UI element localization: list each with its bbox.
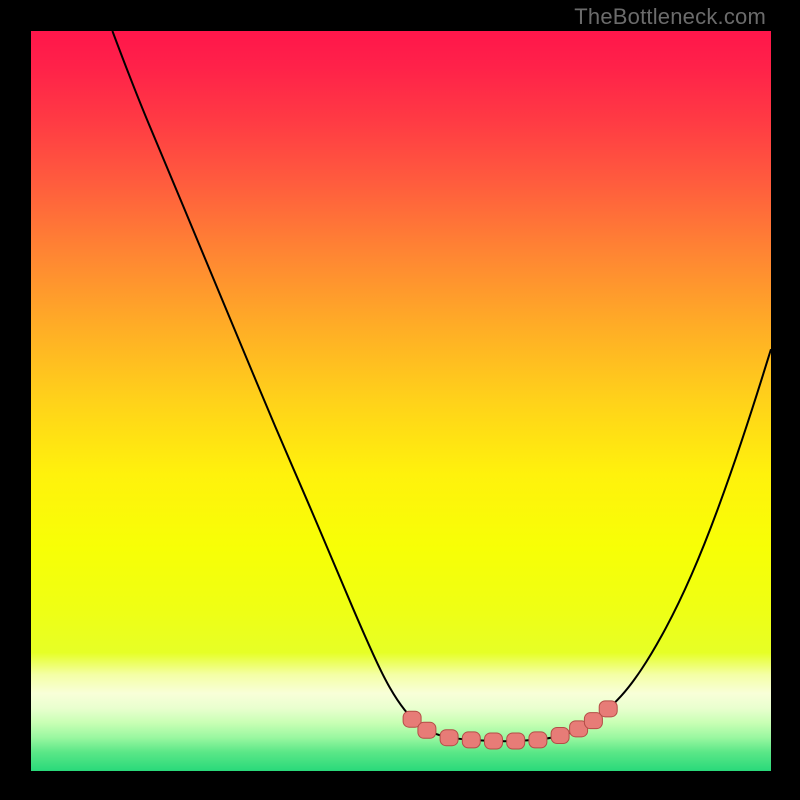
marker	[403, 711, 421, 727]
curve-overlay	[31, 31, 771, 771]
bottleneck-curve	[112, 31, 771, 741]
marker	[599, 701, 617, 717]
marker	[440, 730, 458, 746]
marker	[529, 732, 547, 748]
marker	[551, 727, 569, 743]
marker	[462, 732, 480, 748]
marker	[418, 722, 436, 738]
chart-container: TheBottleneck.com	[0, 0, 800, 800]
marker	[485, 733, 503, 749]
marker	[507, 733, 525, 749]
plot-area	[30, 30, 772, 772]
marker	[584, 713, 602, 729]
watermark-text: TheBottleneck.com	[574, 4, 766, 30]
markers-group	[403, 701, 617, 749]
